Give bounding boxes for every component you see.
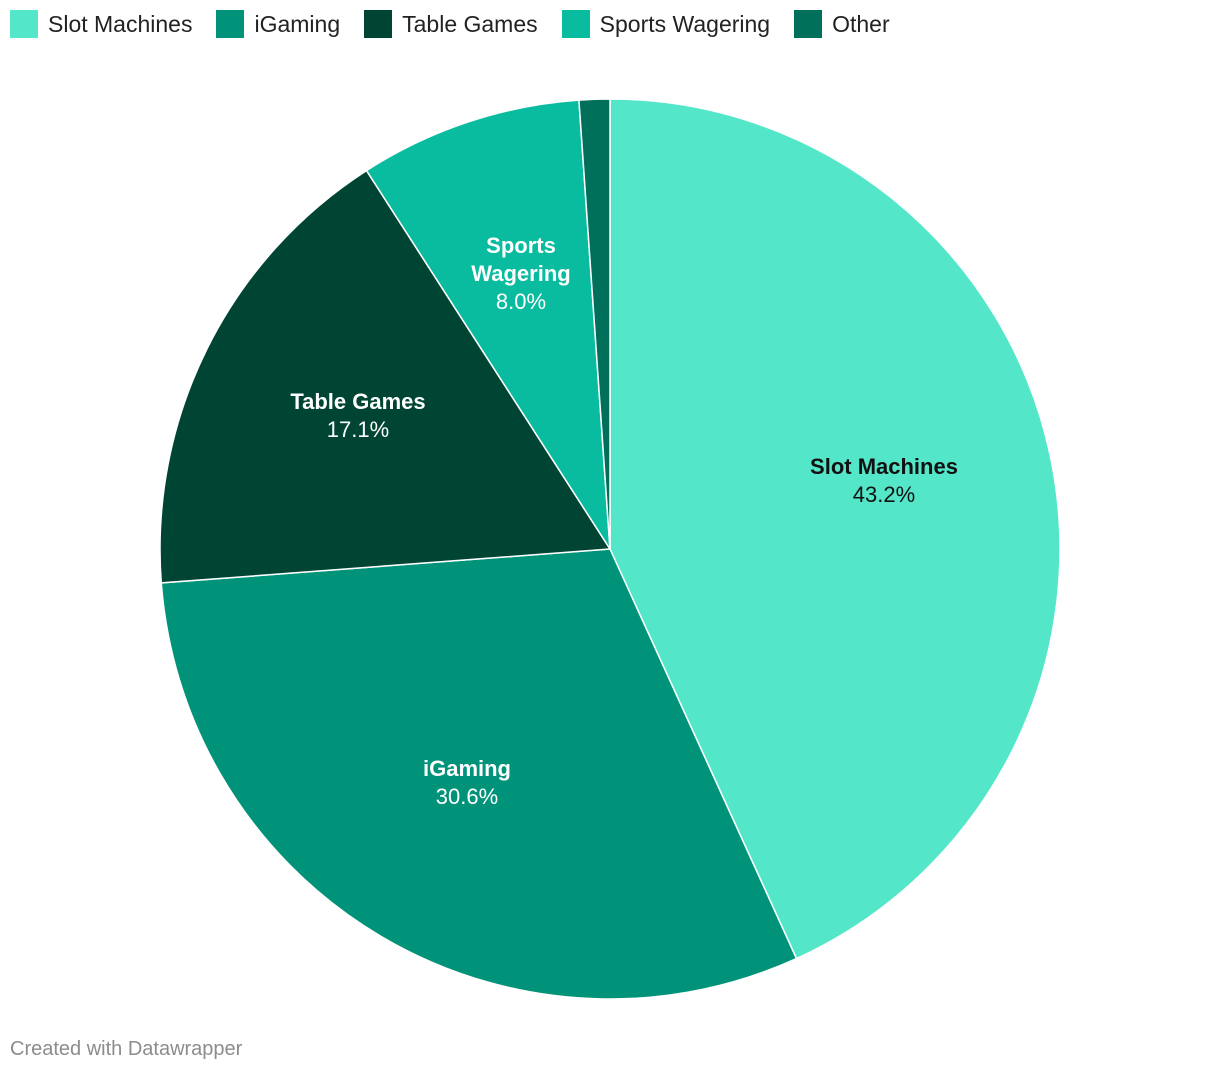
- pie-slice-slot-machines: [609, 98, 1061, 960]
- legend-swatch-igaming: [216, 10, 245, 38]
- pie-slice-table-games: [159, 169, 612, 584]
- legend-item-table-games: Table Games: [364, 10, 538, 38]
- slice-label-sports-wagering: Sports Wagering 8.0%: [471, 233, 570, 314]
- slice-name-text: Wagering: [471, 261, 570, 286]
- legend-item-slot-machines: Slot Machines: [10, 10, 192, 38]
- legend-label: iGaming: [254, 10, 341, 37]
- legend-swatch-other: [794, 10, 823, 38]
- slice-value-text: 30.6%: [436, 784, 498, 809]
- slice-name-text: Sports: [486, 233, 556, 258]
- legend-item-igaming: iGaming: [216, 10, 340, 38]
- legend-swatch-table-games: [364, 10, 393, 38]
- legend-swatch-sports-wagering: [561, 10, 590, 38]
- legend-label: Slot Machines: [48, 10, 193, 37]
- slice-label-slot-machines: Slot Machines 43.2%: [810, 454, 958, 507]
- legend-item-sports-wagering: Sports Wagering: [561, 10, 771, 38]
- slice-value-text: 8.0%: [496, 289, 546, 314]
- slice-name-text: Slot Machines: [810, 454, 958, 479]
- slice-name-text: iGaming: [423, 756, 511, 781]
- legend-label: Table Games: [402, 10, 538, 37]
- slice-label-table-games: Table Games 17.1%: [290, 389, 425, 442]
- legend-swatch-slot-machines: [10, 10, 38, 38]
- pie-slices: [159, 98, 1061, 1000]
- footer-credit: Created with Datawrapper: [10, 1038, 243, 1060]
- legend-label: Sports Wagering: [599, 10, 771, 37]
- slice-value-text: 17.1%: [327, 417, 389, 442]
- legend-label: Other: [832, 10, 890, 37]
- legend-item-other: Other: [794, 10, 890, 38]
- legend: Slot Machines iGaming Table Games Sports…: [10, 8, 914, 40]
- slice-name-text: Table Games: [290, 389, 425, 414]
- slice-label-igaming: iGaming 30.6%: [423, 756, 511, 809]
- slice-value-text: 43.2%: [853, 482, 915, 507]
- pie-labels: Slot Machines 43.2% iGaming 30.6% Table Game…: [290, 233, 958, 809]
- pie-slice-sports-wagering: [365, 99, 611, 550]
- pie-slice-other: [578, 98, 611, 550]
- pie-slice-igaming: [160, 548, 798, 1000]
